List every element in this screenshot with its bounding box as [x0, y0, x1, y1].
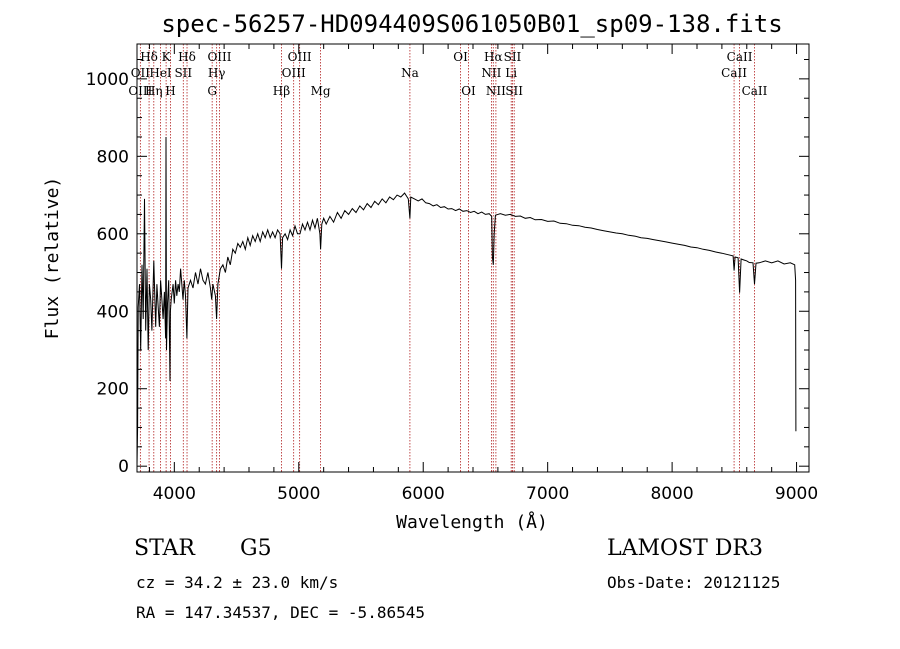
- spectral-line-label: Hη: [145, 84, 163, 98]
- spectral-line-label: SII: [174, 66, 192, 80]
- spectral-line-label: Hα: [484, 50, 503, 64]
- axis-ticks: 4000 5000 6000 7000 8000 9000 0 200 400 600 800 100…: [86, 44, 818, 504]
- spectral-line-label: CaII: [727, 50, 753, 64]
- x-tick-label: 8000: [650, 484, 693, 504]
- spectral-line-label: OIII: [207, 50, 231, 64]
- spectral-line-label: Na: [401, 66, 419, 80]
- spectral-line-labels: Hδ OII OIII K HeI Hη SII H Hδ OIII Hγ G OIII OIII Hβ Mg…: [128, 50, 767, 98]
- subclass: G5: [240, 536, 272, 561]
- spectral-line-label: OI: [461, 84, 476, 98]
- x-tick-label: 4000: [153, 484, 196, 504]
- x-tick-label: 7000: [526, 484, 569, 504]
- spectral-line-label: G: [207, 84, 217, 98]
- object-type: STAR: [134, 536, 195, 561]
- spectral-line-label: CaII: [742, 84, 768, 98]
- spectral-line-label: NII: [486, 84, 506, 98]
- spectral-line-label: SII: [505, 84, 523, 98]
- spectral-line-label: Hγ: [208, 66, 226, 80]
- y-tick-label: 800: [97, 147, 129, 167]
- coordinates: RA = 147.34537, DEC = -5.86545: [136, 603, 425, 622]
- spectral-line-label: HeI: [149, 66, 172, 80]
- spectral-line-label: OIII: [128, 84, 152, 98]
- y-tick-label: 400: [97, 302, 129, 322]
- spectral-line-label: OII: [131, 66, 151, 80]
- redshift-velocity: cz = 34.2 ± 23.0 km/s: [136, 573, 339, 592]
- spectral-line-label: Hδ: [140, 50, 158, 64]
- spectral-line-label: Hδ: [178, 50, 196, 64]
- spectral-line-label: OI: [453, 50, 468, 64]
- y-tick-label: 0: [118, 457, 129, 477]
- spectral-line-label: Hβ: [273, 84, 290, 98]
- spectral-line-label: CaII: [721, 66, 747, 80]
- chart-title: spec-56257-HD094409S061050B01_sp09-138.f…: [161, 10, 782, 38]
- x-tick-label: 5000: [277, 484, 320, 504]
- spectral-line-markers: [139, 44, 755, 472]
- y-tick-label: 1000: [86, 70, 129, 90]
- y-tick-label: 200: [97, 380, 129, 400]
- spectral-line-label: NII: [481, 66, 501, 80]
- plot-frame: [136, 43, 810, 473]
- y-axis-label: Flux (relative): [42, 177, 63, 340]
- spectral-line-label: OIII: [282, 66, 306, 80]
- spectral-line-label: K: [162, 50, 172, 64]
- survey-name: LAMOST DR3: [607, 536, 763, 561]
- spectral-line-label: SII: [504, 50, 522, 64]
- y-tick-label: 600: [97, 225, 129, 245]
- spectral-line-label: Li: [505, 66, 517, 80]
- spectral-line-label: OIII: [288, 50, 312, 64]
- spectral-line-label: Mg: [311, 84, 331, 98]
- observation-date: Obs-Date: 20121125: [607, 573, 781, 592]
- x-axis-label: Wavelength (Å): [396, 511, 548, 533]
- x-tick-label: 6000: [402, 484, 445, 504]
- x-tick-label: 9000: [775, 484, 818, 504]
- spectrum-series: [136, 136, 797, 467]
- spectral-line-label: H: [165, 84, 175, 98]
